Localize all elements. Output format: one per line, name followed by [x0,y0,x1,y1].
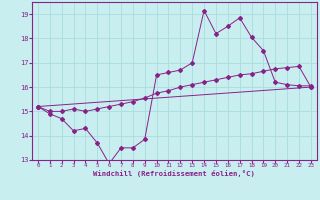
X-axis label: Windchill (Refroidissement éolien,°C): Windchill (Refroidissement éolien,°C) [93,170,255,177]
